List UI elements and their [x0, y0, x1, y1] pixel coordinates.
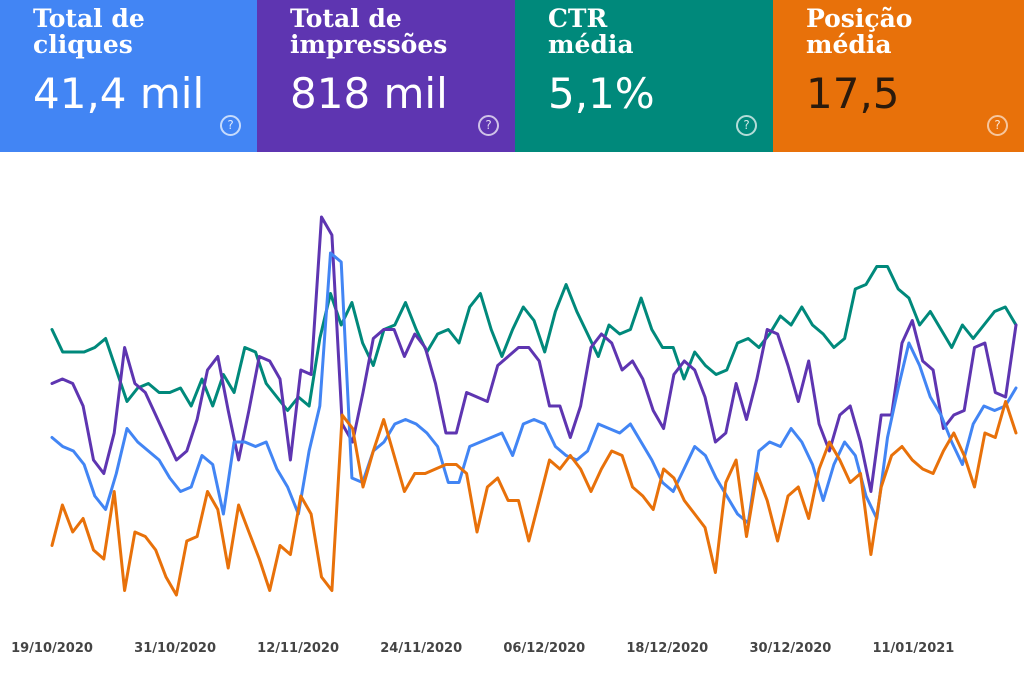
total-clicks-value: 41,4 mil — [33, 69, 205, 118]
metric-cards: Total de cliques 41,4 mil ? Total de imp… — [0, 0, 1024, 152]
series-layer — [50, 215, 1018, 597]
help-circle-icon[interactable]: ? — [220, 115, 241, 136]
x-axis-ticks: 19/10/2020 31/10/2020 12/11/2020 24/11/2020… — [11, 641, 954, 656]
average-position-label: Posição média — [806, 4, 913, 59]
help-circle-icon[interactable]: ? — [478, 115, 499, 136]
total-impressions-card[interactable]: Total de impressões 818 mil ? — [257, 0, 515, 152]
total-impressions-value: 818 mil — [290, 69, 448, 118]
total-clicks-label: Total de cliques — [33, 4, 145, 59]
help-circle-icon[interactable]: ? — [736, 115, 757, 136]
series-line-0 — [50, 265, 1018, 412]
x-tick-label: 18/12/2020 — [626, 641, 708, 656]
x-tick-label: 24/11/2020 — [380, 641, 462, 656]
x-tick-label: 06/12/2020 — [503, 641, 585, 656]
x-tick-label: 11/01/2021 — [872, 641, 954, 656]
series-line-1 — [50, 215, 1018, 493]
series-line-2 — [50, 251, 1018, 525]
x-tick-label: 31/10/2020 — [134, 641, 216, 656]
x-tick-label: 12/11/2020 — [257, 641, 339, 656]
x-tick-label: 19/10/2020 — [11, 641, 93, 656]
x-tick-label: 30/12/2020 — [749, 641, 831, 656]
average-position-card[interactable]: Posição média 17,5 ? — [773, 0, 1024, 152]
average-ctr-label: CTR média — [548, 4, 634, 59]
total-clicks-card[interactable]: Total de cliques 41,4 mil ? — [0, 0, 257, 152]
performance-line-chart: 19/10/2020 31/10/2020 12/11/2020 24/11/2020… — [11, 215, 1018, 656]
total-impressions-label: Total de impressões — [290, 4, 448, 59]
average-ctr-card[interactable]: CTR média 5,1% ? — [515, 0, 773, 152]
help-circle-icon[interactable]: ? — [987, 115, 1008, 136]
average-position-value: 17,5 — [806, 69, 900, 118]
series-line-3 — [50, 400, 1018, 597]
average-ctr-value: 5,1% — [548, 69, 655, 118]
